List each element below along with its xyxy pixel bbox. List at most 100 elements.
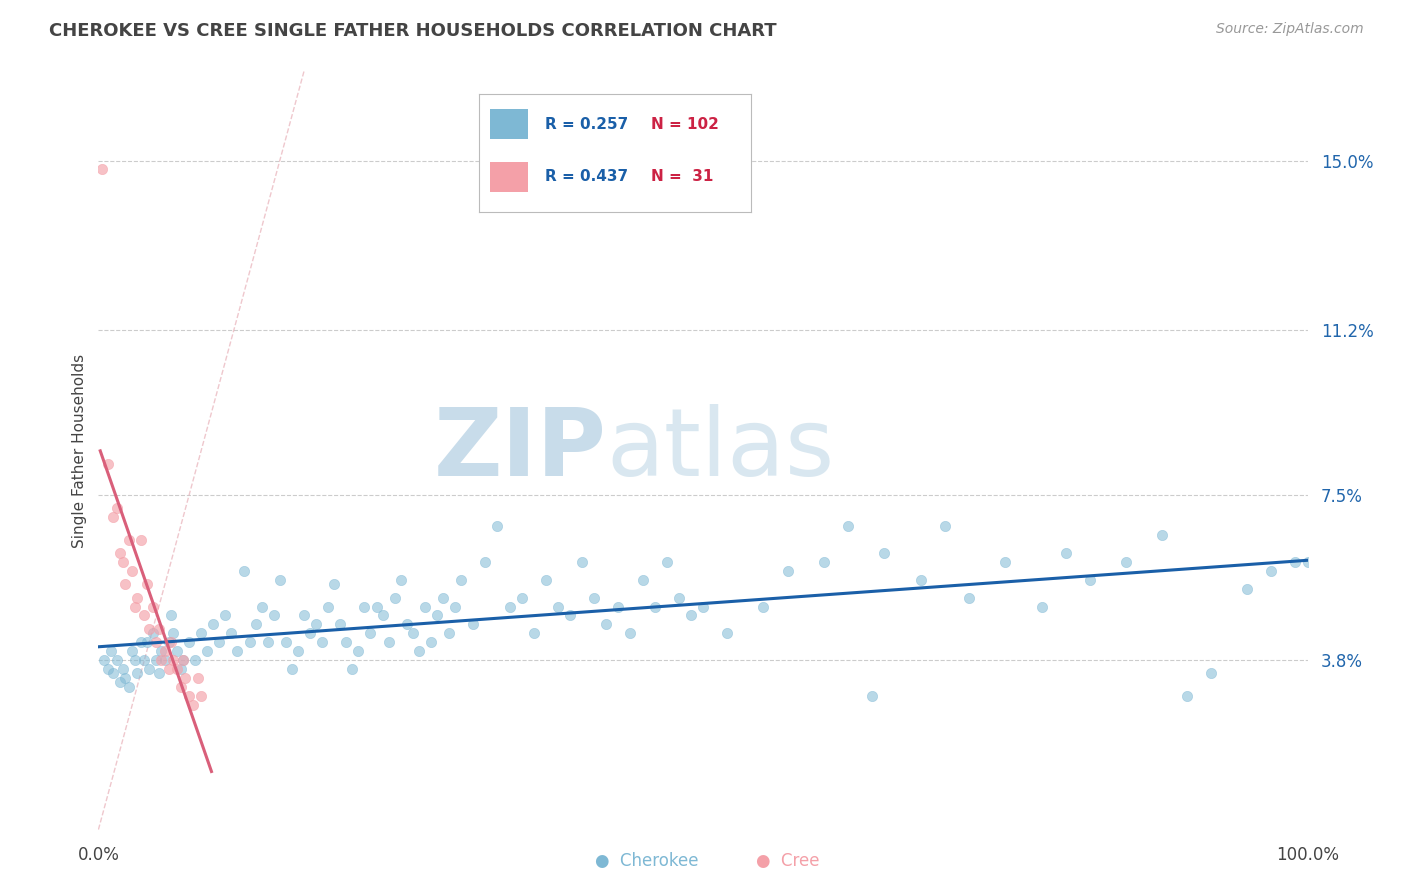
- Point: [181, 698, 204, 712]
- Point: [263, 608, 285, 623]
- Point: [172, 653, 194, 667]
- Point: [184, 653, 207, 667]
- Point: [114, 671, 136, 685]
- Point: [91, 162, 114, 177]
- Point: [408, 644, 430, 658]
- Point: [142, 626, 165, 640]
- Point: [148, 666, 170, 681]
- Point: [619, 626, 641, 640]
- Point: [311, 635, 333, 649]
- Point: [105, 653, 128, 667]
- Point: [1054, 546, 1077, 560]
- Point: [353, 599, 375, 614]
- Point: [145, 635, 167, 649]
- Point: [1078, 573, 1101, 587]
- Point: [498, 599, 520, 614]
- Point: [934, 519, 956, 533]
- Text: ●  Cree: ● Cree: [755, 852, 820, 870]
- Text: ZIP: ZIP: [433, 404, 606, 497]
- Point: [292, 608, 315, 623]
- Point: [150, 653, 173, 667]
- Point: [111, 555, 134, 569]
- Point: [269, 573, 291, 587]
- Point: [190, 689, 212, 703]
- Point: [347, 644, 370, 658]
- Point: [145, 653, 167, 667]
- Text: atlas: atlas: [606, 404, 835, 497]
- Point: [121, 644, 143, 658]
- Point: [395, 617, 418, 632]
- Point: [1031, 599, 1053, 614]
- Point: [138, 662, 160, 676]
- Point: [389, 573, 412, 587]
- Point: [226, 644, 249, 658]
- Point: [157, 635, 180, 649]
- Point: [127, 666, 149, 681]
- Point: [153, 653, 176, 667]
- Point: [402, 626, 425, 640]
- Point: [1152, 528, 1174, 542]
- Point: [595, 617, 617, 632]
- Point: [121, 564, 143, 578]
- Text: CHEROKEE VS CREE SINGLE FATHER HOUSEHOLDS CORRELATION CHART: CHEROKEE VS CREE SINGLE FATHER HOUSEHOLD…: [49, 22, 778, 40]
- Point: [1175, 689, 1198, 703]
- Point: [679, 608, 702, 623]
- Point: [208, 635, 231, 649]
- Point: [752, 599, 775, 614]
- Point: [179, 689, 201, 703]
- Point: [250, 599, 273, 614]
- Point: [299, 626, 322, 640]
- Point: [644, 599, 666, 614]
- Point: [124, 599, 146, 614]
- Point: [160, 608, 183, 623]
- Point: [169, 680, 191, 694]
- Point: [135, 577, 157, 591]
- Point: [342, 662, 364, 676]
- Point: [281, 662, 304, 676]
- Point: [510, 591, 533, 605]
- Point: [305, 617, 328, 632]
- Point: [329, 617, 352, 632]
- Point: [994, 555, 1017, 569]
- Point: [776, 564, 799, 578]
- Point: [174, 671, 197, 685]
- Point: [195, 644, 218, 658]
- Point: [474, 555, 496, 569]
- Point: [105, 501, 128, 516]
- Point: [668, 591, 690, 605]
- Point: [135, 635, 157, 649]
- Point: [101, 510, 124, 524]
- Point: [547, 599, 569, 614]
- Point: [335, 635, 357, 649]
- Point: [692, 599, 714, 614]
- Point: [287, 644, 309, 658]
- Point: [716, 626, 738, 640]
- Point: [118, 680, 141, 694]
- Point: [160, 635, 183, 649]
- Point: [114, 577, 136, 591]
- Point: [187, 671, 209, 685]
- Point: [101, 666, 124, 681]
- Point: [655, 555, 678, 569]
- Point: [413, 599, 436, 614]
- Point: [172, 653, 194, 667]
- Point: [148, 622, 170, 636]
- Point: [129, 533, 152, 547]
- Point: [607, 599, 630, 614]
- Point: [813, 555, 835, 569]
- Point: [245, 617, 267, 632]
- Point: [1260, 564, 1282, 578]
- Point: [486, 519, 509, 533]
- Point: [323, 577, 346, 591]
- Text: ●  Cherokee: ● Cherokee: [595, 852, 699, 870]
- Point: [1115, 555, 1137, 569]
- Point: [111, 662, 134, 676]
- Point: [450, 573, 472, 587]
- Point: [150, 644, 173, 658]
- Point: [221, 626, 243, 640]
- Point: [179, 635, 201, 649]
- Point: [534, 573, 557, 587]
- Point: [432, 591, 454, 605]
- Point: [108, 546, 131, 560]
- Point: [134, 608, 156, 623]
